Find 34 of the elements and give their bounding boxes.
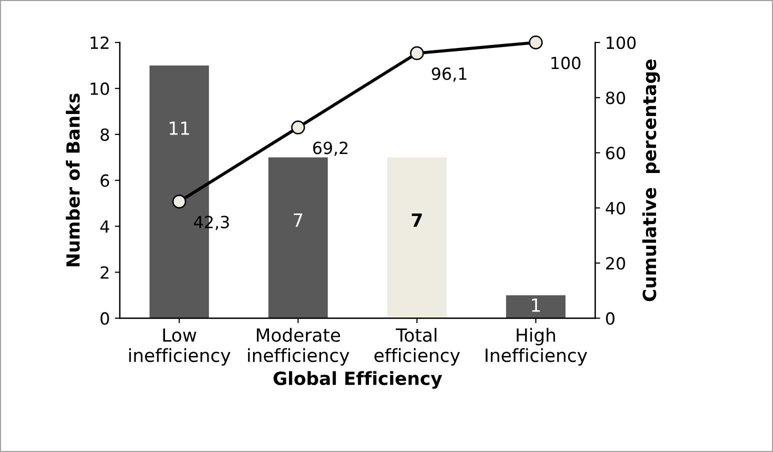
data-label: 7	[412, 214, 422, 227]
y2-tick-label: 20	[606, 257, 626, 270]
y2-axis-title: Cumulative percentage	[642, 60, 660, 302]
data-label: 11	[170, 122, 190, 135]
y2-tick-label: 60	[606, 146, 626, 160]
data-label: 7	[294, 214, 302, 227]
point	[172, 194, 186, 209]
data-label: 96,1	[432, 67, 466, 82]
y2-tick-label: 40	[606, 202, 626, 214]
x-tick-label: Low inefficiency	[129, 328, 230, 366]
data-label: 1	[532, 298, 540, 312]
x-tick-label: Total efficiency	[374, 328, 460, 366]
y-tick-label: 2	[100, 266, 108, 279]
point	[528, 36, 543, 50]
point	[291, 120, 306, 134]
x-tick-label: Moderate inefficiency	[248, 328, 350, 366]
y-tick-label: 4	[100, 220, 110, 233]
y2-tick-label: 0	[606, 312, 614, 325]
y-tick-label: 8	[100, 128, 109, 141]
y-tick-label: 6	[100, 174, 110, 187]
y-axis-title: Number of Banks	[66, 94, 80, 266]
y-tick-label: 10	[90, 82, 109, 96]
point	[410, 46, 424, 60]
y-tick-label: 0	[100, 312, 109, 325]
bar	[387, 157, 447, 318]
y-tick-label: 12	[90, 36, 108, 49]
bar	[268, 157, 328, 318]
data-label: 100	[552, 56, 580, 70]
x-tick-label: High Inefficiency	[486, 328, 588, 366]
y2-tick-label: 100	[606, 36, 636, 50]
data-label: 69,2	[313, 142, 348, 156]
y2-tick-label: 80	[606, 92, 626, 104]
x-axis-title: Global Efficiency	[274, 371, 442, 389]
bar	[506, 295, 566, 318]
